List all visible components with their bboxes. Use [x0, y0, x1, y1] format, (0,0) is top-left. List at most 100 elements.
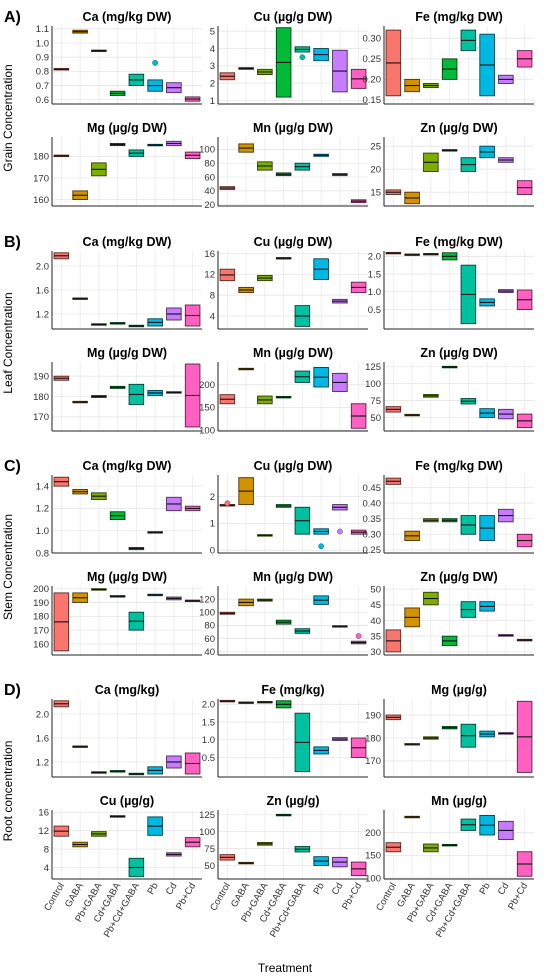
y-tick-label: 100	[199, 827, 215, 838]
y-tick-label: 125	[199, 810, 215, 821]
section-label: C)	[4, 458, 21, 475]
y-tick-label: 160	[33, 639, 49, 650]
y-tick-label: 16	[204, 249, 215, 260]
y-tick-label: 1.0	[36, 526, 49, 537]
y-tick-label: 0.6	[36, 95, 49, 106]
y-tick-label: 16	[38, 808, 49, 819]
y-tick-label: 80	[204, 621, 215, 632]
y-tick-label: 200	[33, 584, 49, 595]
y-tick-label: 0.20	[363, 75, 382, 86]
panel-title: Mn (µg/g DW)	[253, 346, 333, 360]
x-tick-label: Pb	[477, 881, 492, 897]
panel-title: Mg (µg/g DW)	[87, 346, 167, 360]
outlier-point	[318, 543, 324, 550]
y-tick-label: 1	[210, 96, 215, 107]
panel-title: Zn (µg/g DW)	[420, 121, 497, 135]
y-tick-label: 40	[370, 616, 381, 627]
y-tick-label: 170	[33, 412, 49, 423]
y-tick-label: 170	[365, 756, 381, 767]
y-tick-label: 100	[199, 145, 215, 156]
panel-title: Fe (mg/kg DW)	[415, 10, 503, 24]
y-tick-label: 20	[370, 165, 381, 176]
panel-title: Mn (µg/g)	[431, 794, 487, 808]
y-tick-label: 50	[204, 861, 215, 872]
y-axis-label: Root concentration	[1, 741, 15, 842]
y-tick-label: 190	[33, 598, 49, 609]
panel-title: Zn (µg/g DW)	[420, 346, 497, 360]
y-tick-label: 2.0	[36, 261, 49, 272]
x-tick-label: Pb	[145, 881, 160, 897]
y-tick-label: 15	[370, 188, 381, 199]
y-tick-label: 8	[44, 844, 49, 855]
y-tick-label: 1.5	[202, 717, 215, 728]
y-tick-label: 1.1	[36, 24, 49, 35]
y-tick-label: 180	[33, 612, 49, 623]
panel-title: Ca (mg/kg DW)	[83, 10, 172, 24]
x-tick-label: Pb	[311, 881, 326, 897]
y-tick-label: 4	[210, 44, 215, 55]
y-tick-label: 1.2	[36, 757, 49, 768]
x-tick-label: Control	[208, 881, 233, 913]
y-tick-label: 2	[210, 492, 215, 503]
panel-title: Cu (µg/g DW)	[254, 235, 333, 249]
section-label: D)	[4, 682, 21, 699]
x-axis-title: Treatment	[258, 961, 313, 975]
y-tick-label: 35	[370, 631, 381, 642]
y-axis-label: Stem Concentration	[1, 514, 15, 620]
y-tick-label: 170	[33, 625, 49, 636]
y-tick-label: 75	[370, 396, 381, 407]
y-tick-label: 0.30	[363, 530, 382, 541]
y-tick-label: 0.8	[36, 548, 49, 559]
y-tick-label: 100	[365, 873, 381, 884]
outlier-point	[337, 528, 343, 535]
panel-title: Mn (µg/g DW)	[253, 570, 333, 584]
y-tick-label: 150	[365, 851, 381, 862]
y-tick-label: 100	[199, 425, 215, 436]
y-tick-label: 60	[204, 634, 215, 645]
y-tick-label: 0.8	[36, 67, 49, 78]
y-tick-label: 1	[210, 519, 215, 530]
y-tick-label: 1.6	[36, 733, 49, 744]
y-tick-label: 1.5	[368, 269, 381, 280]
y-tick-label: 45	[370, 600, 381, 611]
y-tick-label: 50	[370, 413, 381, 424]
y-tick-label: 75	[204, 844, 215, 855]
y-tick-label: 80	[204, 159, 215, 170]
y-axis-label: Grain Concentration	[1, 64, 15, 171]
panel-title: Mn (µg/g DW)	[253, 121, 333, 135]
y-tick-label: 0.30	[363, 34, 382, 45]
x-tick-label: Control	[42, 881, 67, 913]
y-tick-label: 0.45	[363, 483, 382, 494]
y-tick-label: 0.7	[36, 81, 49, 92]
y-tick-label: 200	[199, 380, 215, 391]
y-tick-label: 150	[199, 403, 215, 414]
x-tick-label: Control	[374, 881, 399, 913]
outlier-point	[355, 633, 362, 639]
panel-title: Ca (mg/kg DW)	[83, 235, 172, 249]
panel-title: Fe (mg/kg)	[261, 683, 324, 697]
y-tick-label: 0.35	[363, 514, 382, 525]
y-tick-label: 60	[204, 172, 215, 183]
y-tick-label: 0	[210, 546, 215, 557]
panel-title: Mg (µg/g)	[431, 683, 487, 697]
y-tick-label: 0.5	[202, 753, 215, 764]
y-tick-label: 0.5	[368, 305, 381, 316]
y-tick-label: 3	[210, 61, 215, 72]
y-tick-label: 40	[204, 186, 215, 197]
y-tick-label: 200	[365, 828, 381, 839]
x-tick-label: Cd	[164, 881, 180, 897]
y-tick-label: 1.0	[202, 735, 215, 746]
y-tick-label: 1.0	[36, 38, 49, 49]
x-tick-label: Cd	[330, 881, 346, 897]
y-tick-label: 1.2	[36, 309, 49, 320]
panel-title: Ca (mg/kg DW)	[83, 459, 172, 473]
outlier-point	[299, 54, 306, 61]
y-tick-label: 100	[199, 608, 215, 619]
y-tick-label: 0.25	[363, 54, 382, 65]
y-tick-label: 120	[199, 594, 215, 605]
y-tick-label: 1.0	[368, 287, 381, 298]
y-tick-label: 25	[370, 142, 381, 153]
panel-title: Mg (µg/g DW)	[87, 121, 167, 135]
y-tick-label: 125	[365, 362, 381, 373]
